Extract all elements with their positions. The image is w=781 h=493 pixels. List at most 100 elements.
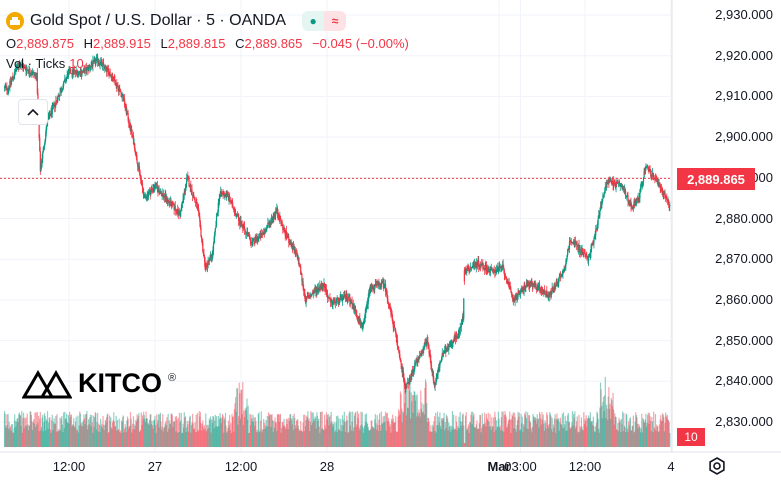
candle-body bbox=[512, 299, 514, 301]
volume-bar bbox=[645, 426, 648, 447]
volume-bar bbox=[47, 428, 49, 447]
candle-body bbox=[126, 112, 129, 114]
volume-bar bbox=[325, 428, 327, 447]
volume-bar bbox=[326, 414, 329, 447]
volume-bar bbox=[67, 414, 70, 447]
candle-body bbox=[146, 197, 148, 199]
volume-bar bbox=[602, 396, 605, 447]
volume-bar bbox=[507, 420, 510, 447]
volume-bar bbox=[407, 407, 409, 447]
candle-body bbox=[243, 226, 246, 231]
compare-icon[interactable]: ≈ bbox=[324, 11, 347, 31]
volume-bar bbox=[129, 411, 132, 447]
symbol-title[interactable]: Gold Spot / U.S. Dollar · 5 · OANDA bbox=[30, 12, 287, 29]
volume-bar bbox=[651, 416, 653, 447]
candle-body bbox=[65, 78, 67, 82]
candle-body bbox=[295, 252, 298, 254]
volume-bar bbox=[347, 432, 349, 447]
candle-body bbox=[182, 198, 184, 203]
volume-bar bbox=[368, 430, 370, 447]
candle-body bbox=[42, 152, 44, 159]
candle-body bbox=[355, 313, 357, 316]
candle-body bbox=[567, 249, 569, 256]
collapse-legend-button[interactable] bbox=[18, 99, 48, 125]
volume-bar bbox=[476, 420, 478, 447]
volume-bar bbox=[131, 432, 133, 447]
volume-bar bbox=[32, 422, 34, 447]
candle-body bbox=[21, 64, 24, 66]
settings-button[interactable] bbox=[707, 456, 727, 476]
candle-body bbox=[427, 346, 430, 348]
volume-bar bbox=[113, 421, 115, 447]
candle-body bbox=[205, 263, 207, 270]
candle-body bbox=[121, 95, 123, 98]
volume-bar bbox=[286, 419, 289, 447]
volume-bar bbox=[170, 413, 172, 447]
volume-bar bbox=[285, 429, 287, 447]
volume-bar bbox=[110, 417, 112, 447]
volume-bar bbox=[293, 413, 295, 447]
volume-bar bbox=[321, 428, 323, 447]
candle-body bbox=[470, 267, 473, 269]
candle-body bbox=[503, 270, 505, 276]
volume-label[interactable]: Vol · Ticks bbox=[6, 56, 66, 71]
volume-bar bbox=[25, 425, 28, 447]
volume-bar bbox=[374, 419, 376, 447]
volume-bar bbox=[157, 414, 160, 447]
volume-bar bbox=[568, 421, 571, 447]
candle-body bbox=[362, 322, 365, 326]
volume-bar bbox=[137, 418, 139, 447]
volume-bar bbox=[239, 418, 242, 447]
volume-bar bbox=[543, 430, 545, 447]
volume-bar bbox=[656, 426, 658, 447]
change-value: −0.045 (−0.00%) bbox=[312, 36, 409, 51]
candle-body bbox=[543, 290, 545, 295]
candle-body bbox=[314, 289, 316, 293]
volume-bar bbox=[224, 419, 226, 447]
candle-body bbox=[321, 282, 323, 288]
volume-bar bbox=[171, 415, 173, 447]
volume-bar bbox=[520, 413, 522, 447]
volume-bar bbox=[344, 422, 346, 447]
status-pill[interactable]: ● ≈ bbox=[302, 11, 347, 31]
candle-body bbox=[449, 346, 451, 348]
volume-bar bbox=[74, 421, 77, 447]
candle-body bbox=[290, 240, 292, 248]
candle-body bbox=[100, 61, 102, 65]
volume-bar bbox=[383, 415, 385, 447]
candle-body bbox=[423, 348, 425, 349]
candle-body bbox=[392, 319, 394, 324]
volume-bar bbox=[65, 418, 67, 447]
volume-bar bbox=[398, 409, 400, 447]
candle-body bbox=[45, 133, 47, 140]
volume-bar bbox=[590, 420, 593, 447]
volume-bar bbox=[632, 425, 634, 447]
candle-body bbox=[552, 287, 554, 289]
volume-bar bbox=[189, 415, 191, 447]
candle-body bbox=[525, 284, 527, 288]
volume-bar bbox=[262, 429, 264, 447]
volume-bar bbox=[45, 419, 47, 447]
candle-body bbox=[134, 150, 136, 154]
volume-bar bbox=[378, 413, 381, 447]
candle-body bbox=[455, 336, 457, 337]
candle-body bbox=[93, 60, 95, 62]
volume-bar bbox=[402, 411, 404, 447]
volume-bar bbox=[452, 426, 454, 447]
volume-bar bbox=[370, 420, 372, 447]
volume-bar bbox=[559, 417, 562, 447]
volume-bar bbox=[601, 418, 603, 447]
candle-body bbox=[493, 269, 495, 271]
candle-body bbox=[95, 58, 98, 61]
status-dot-icon[interactable]: ● bbox=[302, 11, 325, 31]
candle-body bbox=[506, 278, 508, 284]
candle-body bbox=[116, 82, 118, 88]
volume-bar bbox=[642, 418, 644, 447]
volume-bar bbox=[356, 411, 359, 447]
volume-bar bbox=[150, 414, 152, 447]
candle-body bbox=[77, 71, 80, 73]
candle-body bbox=[181, 203, 183, 209]
volume-bar bbox=[321, 411, 323, 447]
volume-bar bbox=[254, 425, 256, 447]
